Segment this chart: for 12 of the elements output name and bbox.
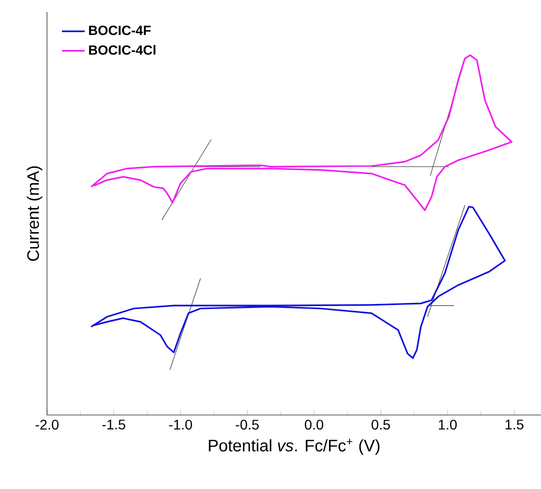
x-axis-title: Potential vs. Fc/Fc$^{+}$ (V) (208, 438, 380, 455)
x-tick-label: -1.5 (102, 420, 126, 430)
legend-label: BOCIC-4Cl (89, 44, 156, 55)
x-tick-label: -1.0 (169, 420, 192, 430)
y-axis-title: Current (mA) (26, 166, 42, 261)
x-tick-label: -2.0 (36, 420, 59, 430)
x-tick-label: -0.5 (236, 420, 259, 430)
x-tick-label: 0.5 (372, 420, 390, 430)
legend-label: BOCIC-4F (89, 26, 151, 36)
x-tick-label: 1.0 (438, 420, 457, 430)
x-tick-label: 1.5 (506, 420, 524, 430)
x-tick-label: 0.0 (304, 420, 324, 430)
